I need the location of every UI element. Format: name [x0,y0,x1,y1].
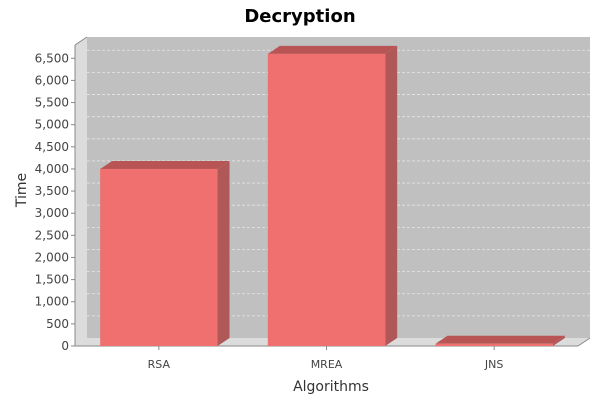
bar-front-face [435,343,553,346]
bar-side-face [552,335,565,346]
y-tick-label: 6,500 [35,51,69,65]
bar-side-face [217,160,230,346]
y-tick-label: 2,000 [35,250,69,264]
y-tick-label: 5,500 [35,96,69,110]
chart-title: Decryption [244,6,355,27]
bar-mrea [267,45,398,347]
y-axis-top-edge [74,36,88,46]
y-tick-label: 6,000 [35,73,69,87]
bar-side-face [385,45,398,347]
x-axis-label: Algorithms [293,379,369,395]
plot-left-wall [75,37,87,346]
bar-front-face [267,53,386,347]
x-axis-right-edge [577,337,591,347]
bar-top-face [435,335,565,344]
x-tick-label: RSA [148,358,171,371]
y-tick-label: 5,000 [35,118,69,132]
x-tick-label: MREA [311,358,343,371]
y-axis-ticks: 0 500 1,000 1,500 2,000 2,500 3,000 3,500 4,000 4… [35,51,75,353]
bar-front-face [100,168,218,346]
y-axis-label: Time [14,173,30,208]
y-tick-label: 3,000 [35,206,69,220]
y-tick-label: 3,500 [35,184,69,198]
y-tick-label: 1,500 [35,273,69,287]
y-tick-label: 4,500 [35,140,69,154]
y-tick-label: 0 [61,339,69,353]
bar-top-face [267,45,398,54]
y-tick-label: 500 [46,317,69,331]
y-tick-label: 1,000 [35,295,69,309]
bar-rsa [100,160,230,346]
bar-top-face [100,160,230,169]
bar-jns [435,335,565,346]
x-axis-ticks: RSA MREA JNS [148,346,503,371]
bars [100,45,565,347]
y-tick-label: 2,500 [35,228,69,242]
y-tick-label: 4,000 [35,162,69,176]
x-tick-label: JNS [484,358,503,371]
